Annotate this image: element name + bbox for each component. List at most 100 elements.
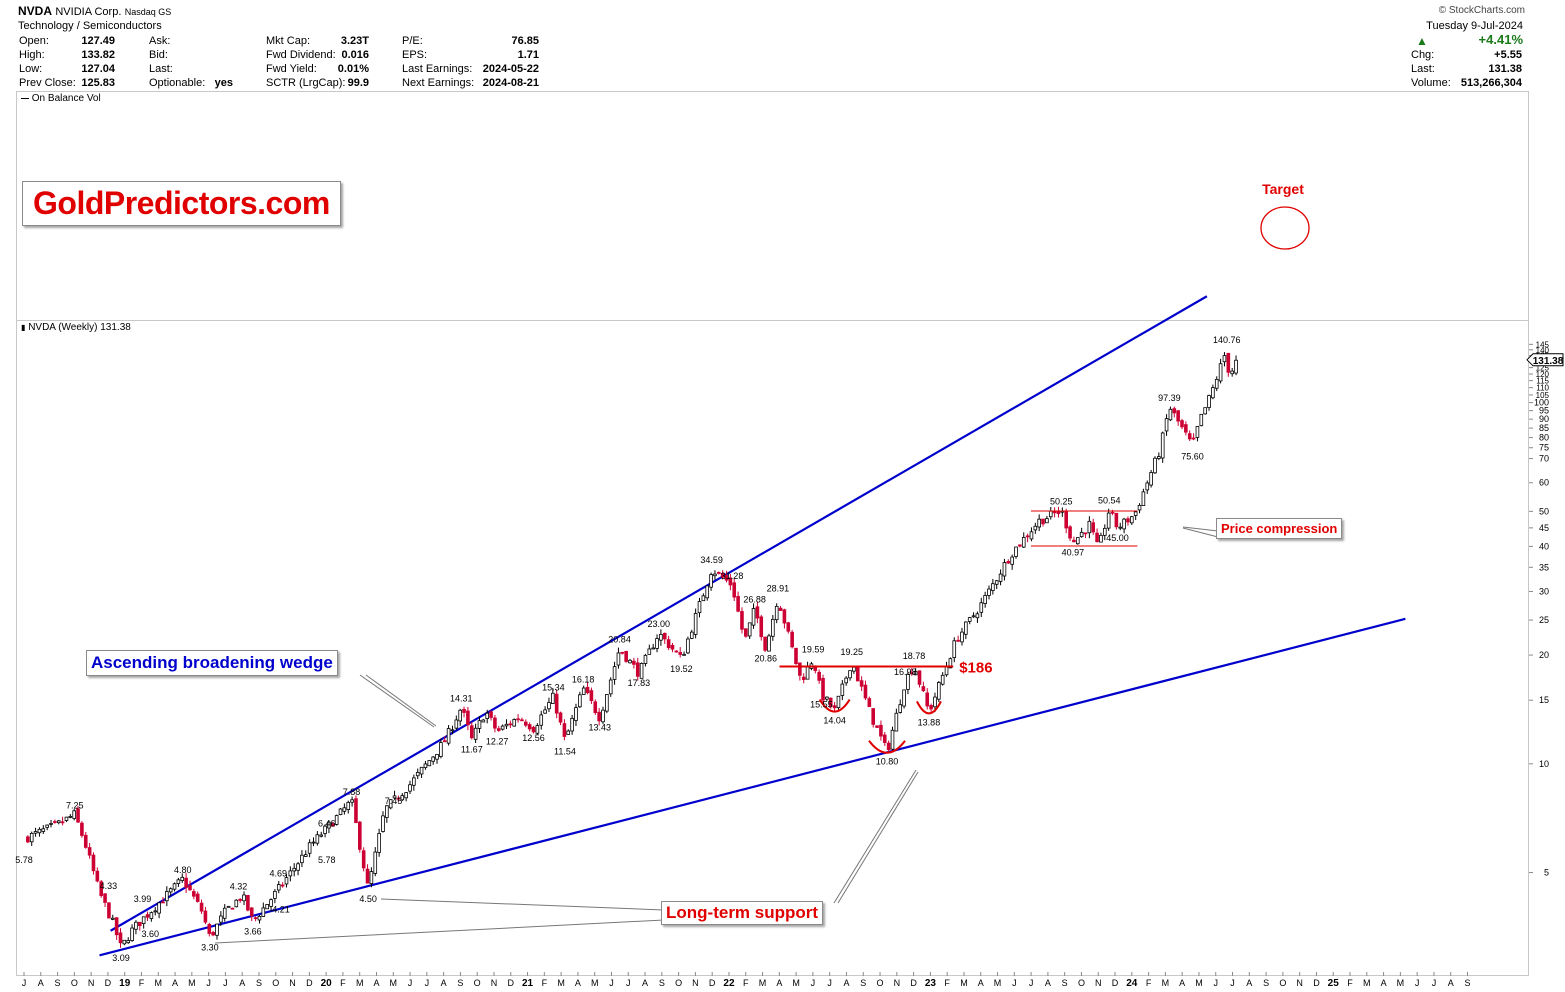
candle-body xyxy=(539,714,544,726)
y-tick-label: 20 xyxy=(1539,650,1549,660)
candle-body xyxy=(1230,370,1234,375)
candle-body xyxy=(651,647,655,650)
x-tick-label: O xyxy=(675,978,682,988)
x-tick-label: D xyxy=(910,978,917,988)
x-tick-label: M xyxy=(1162,978,1170,988)
candle-body xyxy=(875,725,879,728)
axes: J A S O N D 19 F M A M J J A S O N D 20 F M A M J J A S O N D 21 F M A M J J… xyxy=(22,340,1564,989)
x-tick-label: J xyxy=(1230,978,1235,988)
x-tick-label: O xyxy=(1279,978,1286,988)
candle-body xyxy=(114,917,119,936)
candle-body xyxy=(176,879,181,884)
trendline-upper xyxy=(110,295,1208,932)
stat-value: 0.016 xyxy=(341,49,369,61)
candle-body xyxy=(520,719,524,722)
stat-value: 2024-05-22 xyxy=(482,63,539,75)
target-circle xyxy=(1260,206,1310,250)
x-tick-label: F xyxy=(743,978,749,988)
candle-body xyxy=(26,836,30,843)
stat-label: P/E: xyxy=(402,35,423,47)
x-tick-label: O xyxy=(877,978,884,988)
candle-body xyxy=(381,815,385,832)
candle-body xyxy=(852,666,856,672)
sector: Technology / Semiconductors xyxy=(18,20,162,32)
candle-body xyxy=(744,628,748,637)
candle-body xyxy=(1137,504,1142,511)
candle-body xyxy=(1133,511,1138,516)
price-label: 3.60 xyxy=(142,929,160,939)
candle-body xyxy=(1002,562,1007,577)
x-tick-label: D xyxy=(1112,978,1119,988)
price-label: 16.18 xyxy=(572,674,595,684)
candle-body xyxy=(771,618,775,637)
candle-body xyxy=(246,894,250,911)
compression-callout: Price compression xyxy=(1216,518,1343,539)
candle-body xyxy=(404,792,408,799)
stat-value: 127.04 xyxy=(81,63,115,75)
candle-body xyxy=(361,850,366,869)
candle-body xyxy=(751,608,756,626)
candle-body xyxy=(597,711,601,722)
price-label: 20.84 xyxy=(608,635,631,645)
candle-body xyxy=(971,615,976,618)
candle-body xyxy=(373,851,378,874)
candle-body xyxy=(512,719,517,727)
candle-body xyxy=(524,721,528,726)
y-tick-label: 125 xyxy=(1536,364,1550,373)
price-label: 7.45 xyxy=(385,796,403,806)
obv-legend: On Balance Vol xyxy=(21,92,101,106)
candle-body xyxy=(1149,472,1153,486)
stat-value: yes xyxy=(214,77,233,89)
x-tick-label: N xyxy=(289,978,296,988)
candle-body xyxy=(242,894,246,902)
candle-body xyxy=(713,573,717,577)
candle-body xyxy=(859,680,864,687)
candle-body xyxy=(1122,518,1126,530)
candle-body xyxy=(1056,511,1061,514)
candle-body xyxy=(774,605,779,621)
candle-body xyxy=(1106,512,1111,529)
candle-body xyxy=(292,867,296,872)
price-label: 3.09 xyxy=(112,953,130,963)
candle-body xyxy=(219,915,223,923)
x-tick-label: M xyxy=(1397,978,1405,988)
candle-body xyxy=(554,693,559,714)
candle-body xyxy=(269,899,273,907)
price-label: 40.97 xyxy=(1062,548,1085,558)
candle-body xyxy=(118,932,123,944)
candle-body xyxy=(1211,387,1215,399)
trendlines xyxy=(99,295,1406,957)
callout-pointer xyxy=(359,674,435,728)
candle-body xyxy=(628,659,632,664)
candle-body xyxy=(469,725,474,739)
candle-body xyxy=(724,575,729,581)
candle-body xyxy=(338,808,343,815)
obv-label: On Balance Vol xyxy=(31,93,101,104)
candle-body xyxy=(1033,525,1038,531)
candle-body xyxy=(1214,379,1219,389)
candle-body xyxy=(647,648,652,655)
price-label: 19.59 xyxy=(802,644,825,654)
candle-body xyxy=(358,821,362,850)
candle-body xyxy=(967,617,972,622)
candle-body xyxy=(1095,532,1099,543)
stat-label: Last Earnings: xyxy=(402,63,473,75)
x-tick-label: A xyxy=(642,978,648,988)
candle-body xyxy=(408,784,412,792)
candle-body xyxy=(257,915,262,921)
price-label: 18.78 xyxy=(903,651,926,661)
candle-body xyxy=(439,742,443,757)
x-tick-label: A xyxy=(239,978,245,988)
candle-body xyxy=(527,724,532,730)
candle-body xyxy=(782,609,787,624)
candle-body xyxy=(435,754,439,760)
price-label: 5.78 xyxy=(318,855,336,865)
candle-body xyxy=(265,904,269,910)
x-tick-label: 21 xyxy=(522,978,534,989)
candle-body xyxy=(578,694,582,708)
candle-body xyxy=(551,692,555,704)
candle-body xyxy=(249,907,254,917)
y-tick-label: 30 xyxy=(1539,586,1549,596)
candle-body xyxy=(192,891,196,897)
